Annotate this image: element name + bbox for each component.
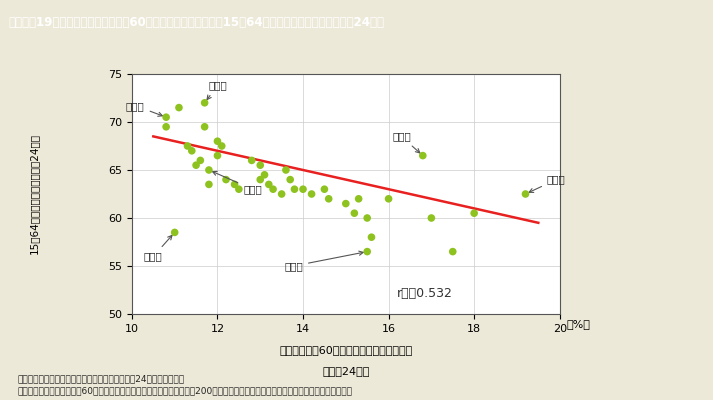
Text: 秋田県: 秋田県 (144, 236, 172, 262)
Point (255, 176, 266, 183)
Point (284, 176, 296, 183)
Point (259, 172, 270, 178)
Point (212, 138, 223, 144)
Point (190, 162, 202, 168)
Point (169, 229, 180, 236)
Text: 岐阜県: 岐阜県 (212, 171, 262, 194)
Point (212, 152, 223, 159)
Point (199, 124, 210, 130)
Point (297, 186, 309, 192)
Text: 鳴取県: 鳴取県 (207, 80, 227, 100)
Text: 週間就業時間60時間以上の男性雇用者割合: 週間就業時間60時間以上の男性雇用者割合 (279, 345, 412, 355)
Text: 島根県: 島根県 (126, 101, 163, 116)
Point (220, 176, 232, 183)
Text: 京都府: 京都府 (529, 174, 565, 192)
Point (203, 181, 215, 188)
Text: 15～64歳女性の有業率（平成24年）: 15～64歳女性の有業率（平成24年） (29, 134, 39, 254)
Point (233, 186, 245, 192)
Text: ２．週間労働時間60時間以上の雇用者割合は，年間就業日数が200日以上の雇用者（会社などの役員を含む）に占める割合。: ２．週間労働時間60時間以上の雇用者割合は，年間就業日数が200日以上の雇用者（… (18, 387, 353, 396)
Point (263, 181, 275, 188)
Point (255, 162, 266, 168)
Point (182, 143, 193, 149)
Point (276, 191, 287, 197)
Point (349, 210, 360, 216)
Text: 東京都: 東京都 (392, 131, 420, 153)
Point (319, 186, 330, 192)
Point (353, 196, 364, 202)
Text: r＝－0.532: r＝－0.532 (397, 286, 453, 300)
Text: （%）: （%） (566, 319, 590, 329)
Text: Ｉ－特－19図　男性の週間就業時間60時間以上の雇用者割合と15～64歳女性の有業率の関係（平成24年）: Ｉ－特－19図 男性の週間就業時間60時間以上の雇用者割合と15～64歳女性の有… (9, 16, 384, 30)
Point (160, 114, 172, 120)
Text: （平成24年）: （平成24年） (322, 366, 369, 376)
Point (173, 104, 185, 111)
Text: 奈良県: 奈良県 (284, 251, 363, 271)
Point (306, 191, 317, 197)
Point (216, 143, 227, 149)
Point (520, 191, 531, 197)
Point (468, 210, 480, 216)
Point (195, 157, 206, 164)
Point (383, 196, 394, 202)
Point (417, 152, 429, 159)
Point (366, 234, 377, 240)
Point (340, 200, 352, 207)
Point (361, 215, 373, 221)
Point (426, 215, 437, 221)
Point (203, 167, 215, 173)
Text: （備考）１．総務省「就業構造基本調査」（平成24年）より作成。: （備考）１．総務省「就業構造基本調査」（平成24年）より作成。 (18, 375, 185, 384)
Point (323, 196, 334, 202)
Point (447, 248, 458, 255)
Point (160, 124, 172, 130)
Point (229, 181, 240, 188)
Point (361, 248, 373, 255)
Point (280, 167, 292, 173)
Point (199, 100, 210, 106)
Point (246, 157, 257, 164)
Point (289, 186, 300, 192)
Point (186, 148, 198, 154)
Point (267, 186, 279, 192)
